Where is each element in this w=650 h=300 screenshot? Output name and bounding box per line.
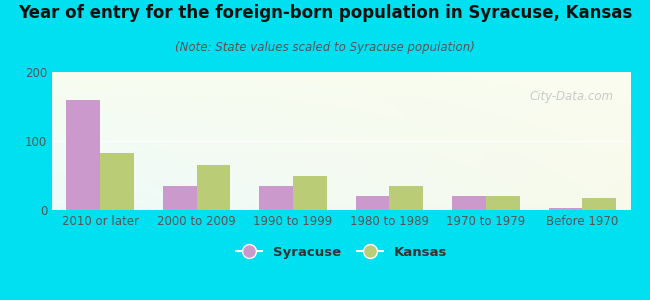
Bar: [196, 165, 230, 210]
Bar: [486, 196, 519, 210]
Bar: [66, 100, 100, 210]
Text: (Note: State values scaled to Syracuse population): (Note: State values scaled to Syracuse p…: [175, 40, 475, 53]
Bar: [549, 208, 582, 210]
Bar: [293, 176, 327, 210]
Text: Year of entry for the foreign-born population in Syracuse, Kansas: Year of entry for the foreign-born popul…: [18, 4, 632, 22]
Legend: Syracuse, Kansas: Syracuse, Kansas: [230, 241, 452, 264]
Bar: [163, 186, 196, 210]
Bar: [389, 186, 423, 210]
Bar: [259, 186, 293, 210]
Bar: [100, 153, 134, 210]
Bar: [582, 198, 616, 210]
Bar: [356, 196, 389, 210]
Bar: [452, 196, 486, 210]
Text: City-Data.com: City-Data.com: [529, 90, 613, 103]
